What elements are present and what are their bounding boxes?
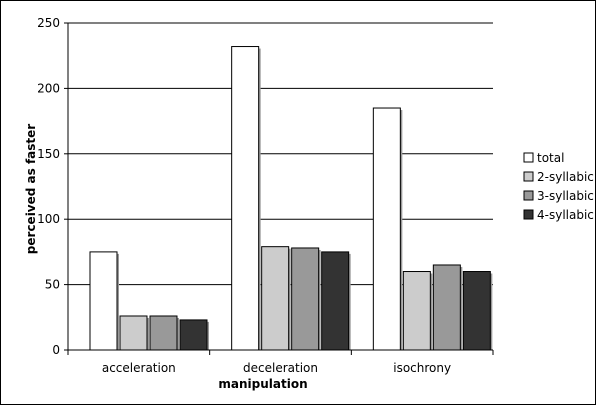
bar (321, 251, 350, 351)
bar (149, 315, 178, 351)
legend-label: total (537, 151, 564, 165)
bar (89, 251, 118, 351)
legend-label: 3-syllabic (537, 189, 594, 203)
y-tick-label: 100 (37, 212, 60, 226)
y-tick-label: 50 (45, 278, 60, 292)
legend: total 2-syllabic 3-syllabic 4-syllabic (523, 151, 594, 222)
y-tick-label: 0 (52, 343, 60, 357)
bars (89, 46, 493, 351)
legend-swatch (523, 152, 534, 163)
gridlines (68, 22, 493, 286)
axes (64, 22, 494, 355)
bar (119, 315, 148, 351)
y-tick-label: 250 (37, 16, 60, 30)
legend-label: 2-syllabic (537, 170, 594, 184)
bar (462, 271, 491, 351)
bar (402, 271, 431, 351)
bar (261, 246, 290, 351)
bar (291, 247, 320, 351)
x-tick-label: acceleration (102, 361, 176, 375)
y-tick-label: 200 (37, 81, 60, 95)
bar (432, 264, 461, 351)
y-tick-labels: 0 50 100 150 200 250 (37, 16, 60, 357)
legend-swatch (523, 190, 534, 201)
y-tick-label: 150 (37, 147, 60, 161)
legend-swatch (523, 209, 534, 220)
bar (231, 46, 260, 351)
y-axis-title: perceived as faster (24, 124, 38, 254)
x-axis-title: manipulation (218, 377, 307, 391)
x-tick-labels: acceleration deceleration isochrony (102, 361, 451, 375)
x-tick-label: isochrony (393, 361, 451, 375)
legend-swatch (523, 171, 534, 182)
bar (372, 107, 401, 351)
bar (179, 319, 208, 351)
x-tick-label: deceleration (243, 361, 318, 375)
legend-label: 4-syllabic (537, 208, 594, 222)
